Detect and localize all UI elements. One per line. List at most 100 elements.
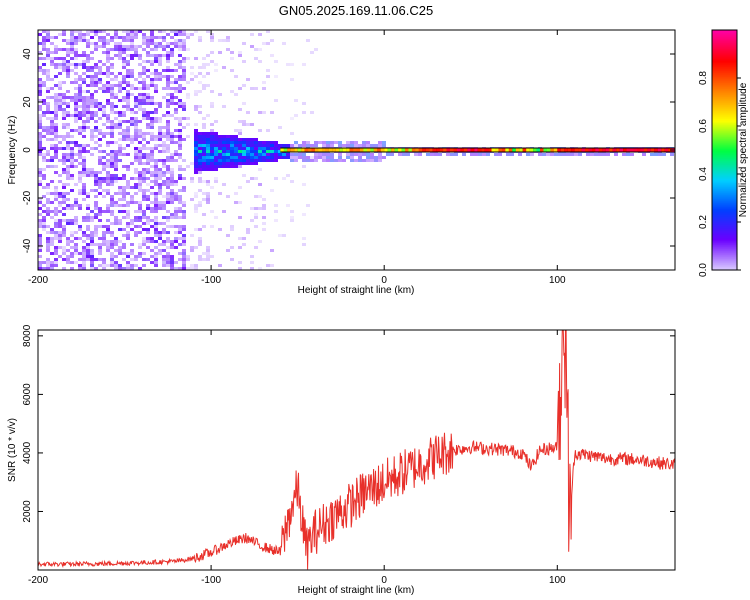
heatmap-cell bbox=[282, 42, 286, 45]
heatmap-cell bbox=[242, 153, 246, 156]
heatmap-cell bbox=[254, 216, 258, 219]
heatmap-cell bbox=[230, 90, 234, 93]
heatmap-cell bbox=[62, 159, 66, 162]
heatmap-cell bbox=[322, 153, 326, 156]
carrier-cell bbox=[411, 148, 416, 152]
heatmap-cell bbox=[210, 147, 214, 150]
heatmap-cell bbox=[298, 156, 302, 159]
heatmap-cell bbox=[126, 36, 130, 39]
heatmap-cell bbox=[346, 141, 350, 144]
heatmap-cell bbox=[182, 72, 186, 75]
heatmap-cell bbox=[358, 153, 362, 156]
heatmap-cell bbox=[242, 120, 246, 123]
x-tick-label: -200 bbox=[28, 575, 48, 586]
heatmap-cell bbox=[102, 114, 106, 117]
heatmap-cell bbox=[98, 105, 102, 108]
heatmap-cell bbox=[98, 159, 102, 162]
heatmap-cell bbox=[158, 252, 162, 255]
heatmap-cell bbox=[182, 138, 186, 141]
colorbar-swatch bbox=[712, 208, 737, 211]
heatmap-cell bbox=[106, 180, 110, 183]
heatmap-cell bbox=[198, 258, 202, 261]
x-tick-label: -100 bbox=[201, 575, 221, 586]
heatmap-cell bbox=[182, 168, 186, 171]
heatmap-cell bbox=[134, 156, 138, 159]
heatmap-cell bbox=[94, 147, 98, 150]
heatmap-cell bbox=[54, 144, 58, 147]
heatmap-cell bbox=[182, 42, 186, 45]
heatmap-cell bbox=[90, 117, 94, 120]
heatmap-cell bbox=[98, 180, 102, 183]
heatmap-cell bbox=[50, 117, 54, 120]
heatmap-cell bbox=[162, 45, 166, 48]
heatmap-cell bbox=[42, 72, 46, 75]
heatmap-cell bbox=[50, 156, 54, 159]
heatmap-cell bbox=[122, 228, 126, 231]
heatmap-cell bbox=[178, 123, 182, 126]
heatmap-cell bbox=[366, 141, 370, 144]
heatmap-cell bbox=[110, 198, 114, 201]
colorbar-swatch bbox=[712, 106, 737, 109]
heatmap-cell bbox=[314, 48, 318, 51]
heatmap-cell bbox=[134, 123, 138, 126]
heatmap-cell bbox=[238, 141, 242, 144]
heatmap-cell bbox=[70, 240, 74, 243]
heatmap-cell bbox=[150, 210, 154, 213]
snr-x-ticks: -200 -100 0 100 bbox=[28, 330, 566, 586]
heatmap-cell bbox=[162, 135, 166, 138]
heatmap-cell bbox=[70, 162, 74, 165]
heatmap-cell bbox=[74, 204, 78, 207]
heatmap-cell bbox=[110, 264, 114, 267]
heatmap-cell bbox=[118, 147, 122, 150]
heatmap-cell bbox=[170, 135, 174, 138]
heatmap-cell bbox=[58, 192, 62, 195]
heatmap-cell bbox=[182, 243, 186, 246]
heatmap-cell bbox=[170, 132, 174, 135]
heatmap-cell bbox=[178, 105, 182, 108]
heatmap-cell bbox=[166, 114, 170, 117]
heatmap-cell bbox=[194, 246, 198, 249]
heatmap-cell bbox=[62, 96, 66, 99]
heatmap-cell bbox=[110, 162, 114, 165]
heatmap-cell bbox=[150, 192, 154, 195]
heatmap-cell bbox=[78, 264, 82, 267]
heatmap-cell bbox=[254, 225, 258, 228]
heatmap-cell bbox=[154, 69, 158, 72]
heatmap-cell bbox=[118, 240, 122, 243]
heatmap-cell bbox=[206, 132, 210, 135]
heatmap-cell bbox=[174, 108, 178, 111]
heatmap-cell bbox=[218, 147, 222, 150]
heatmap-cell bbox=[66, 249, 70, 252]
heatmap-cell bbox=[106, 174, 110, 177]
heatmap-cell bbox=[70, 114, 74, 117]
colorbar-swatch bbox=[712, 82, 737, 85]
heatmap-cell bbox=[258, 150, 262, 153]
heatmap-cell bbox=[242, 156, 246, 159]
heatmap-cell bbox=[302, 165, 306, 168]
heatmap-cell bbox=[42, 36, 46, 39]
colorbar-swatch bbox=[712, 110, 737, 113]
carrier-cell bbox=[616, 148, 620, 152]
heatmap-cell bbox=[178, 252, 182, 255]
heatmap-cell bbox=[194, 132, 198, 135]
heatmap-cell bbox=[102, 132, 106, 135]
heatmap-cell bbox=[158, 207, 162, 210]
heatmap-cell bbox=[342, 144, 346, 147]
heatmap-cell bbox=[50, 63, 54, 66]
heatmap-cell bbox=[198, 204, 202, 207]
colorbar-swatch bbox=[712, 216, 737, 219]
carrier-cell bbox=[304, 148, 309, 152]
heatmap-cell bbox=[42, 126, 46, 129]
heatmap-cell bbox=[382, 156, 386, 159]
heatmap-cell bbox=[122, 243, 126, 246]
heatmap-cell bbox=[134, 255, 138, 258]
heatmap-cell bbox=[154, 258, 158, 261]
heatmap-cell bbox=[138, 99, 142, 102]
carrier-cell bbox=[363, 148, 368, 152]
heatmap-cell bbox=[94, 129, 98, 132]
heatmap-cell bbox=[106, 249, 110, 252]
heatmap-cell bbox=[86, 171, 90, 174]
heatmap-cell bbox=[66, 255, 70, 258]
heatmap-cell bbox=[162, 30, 166, 33]
